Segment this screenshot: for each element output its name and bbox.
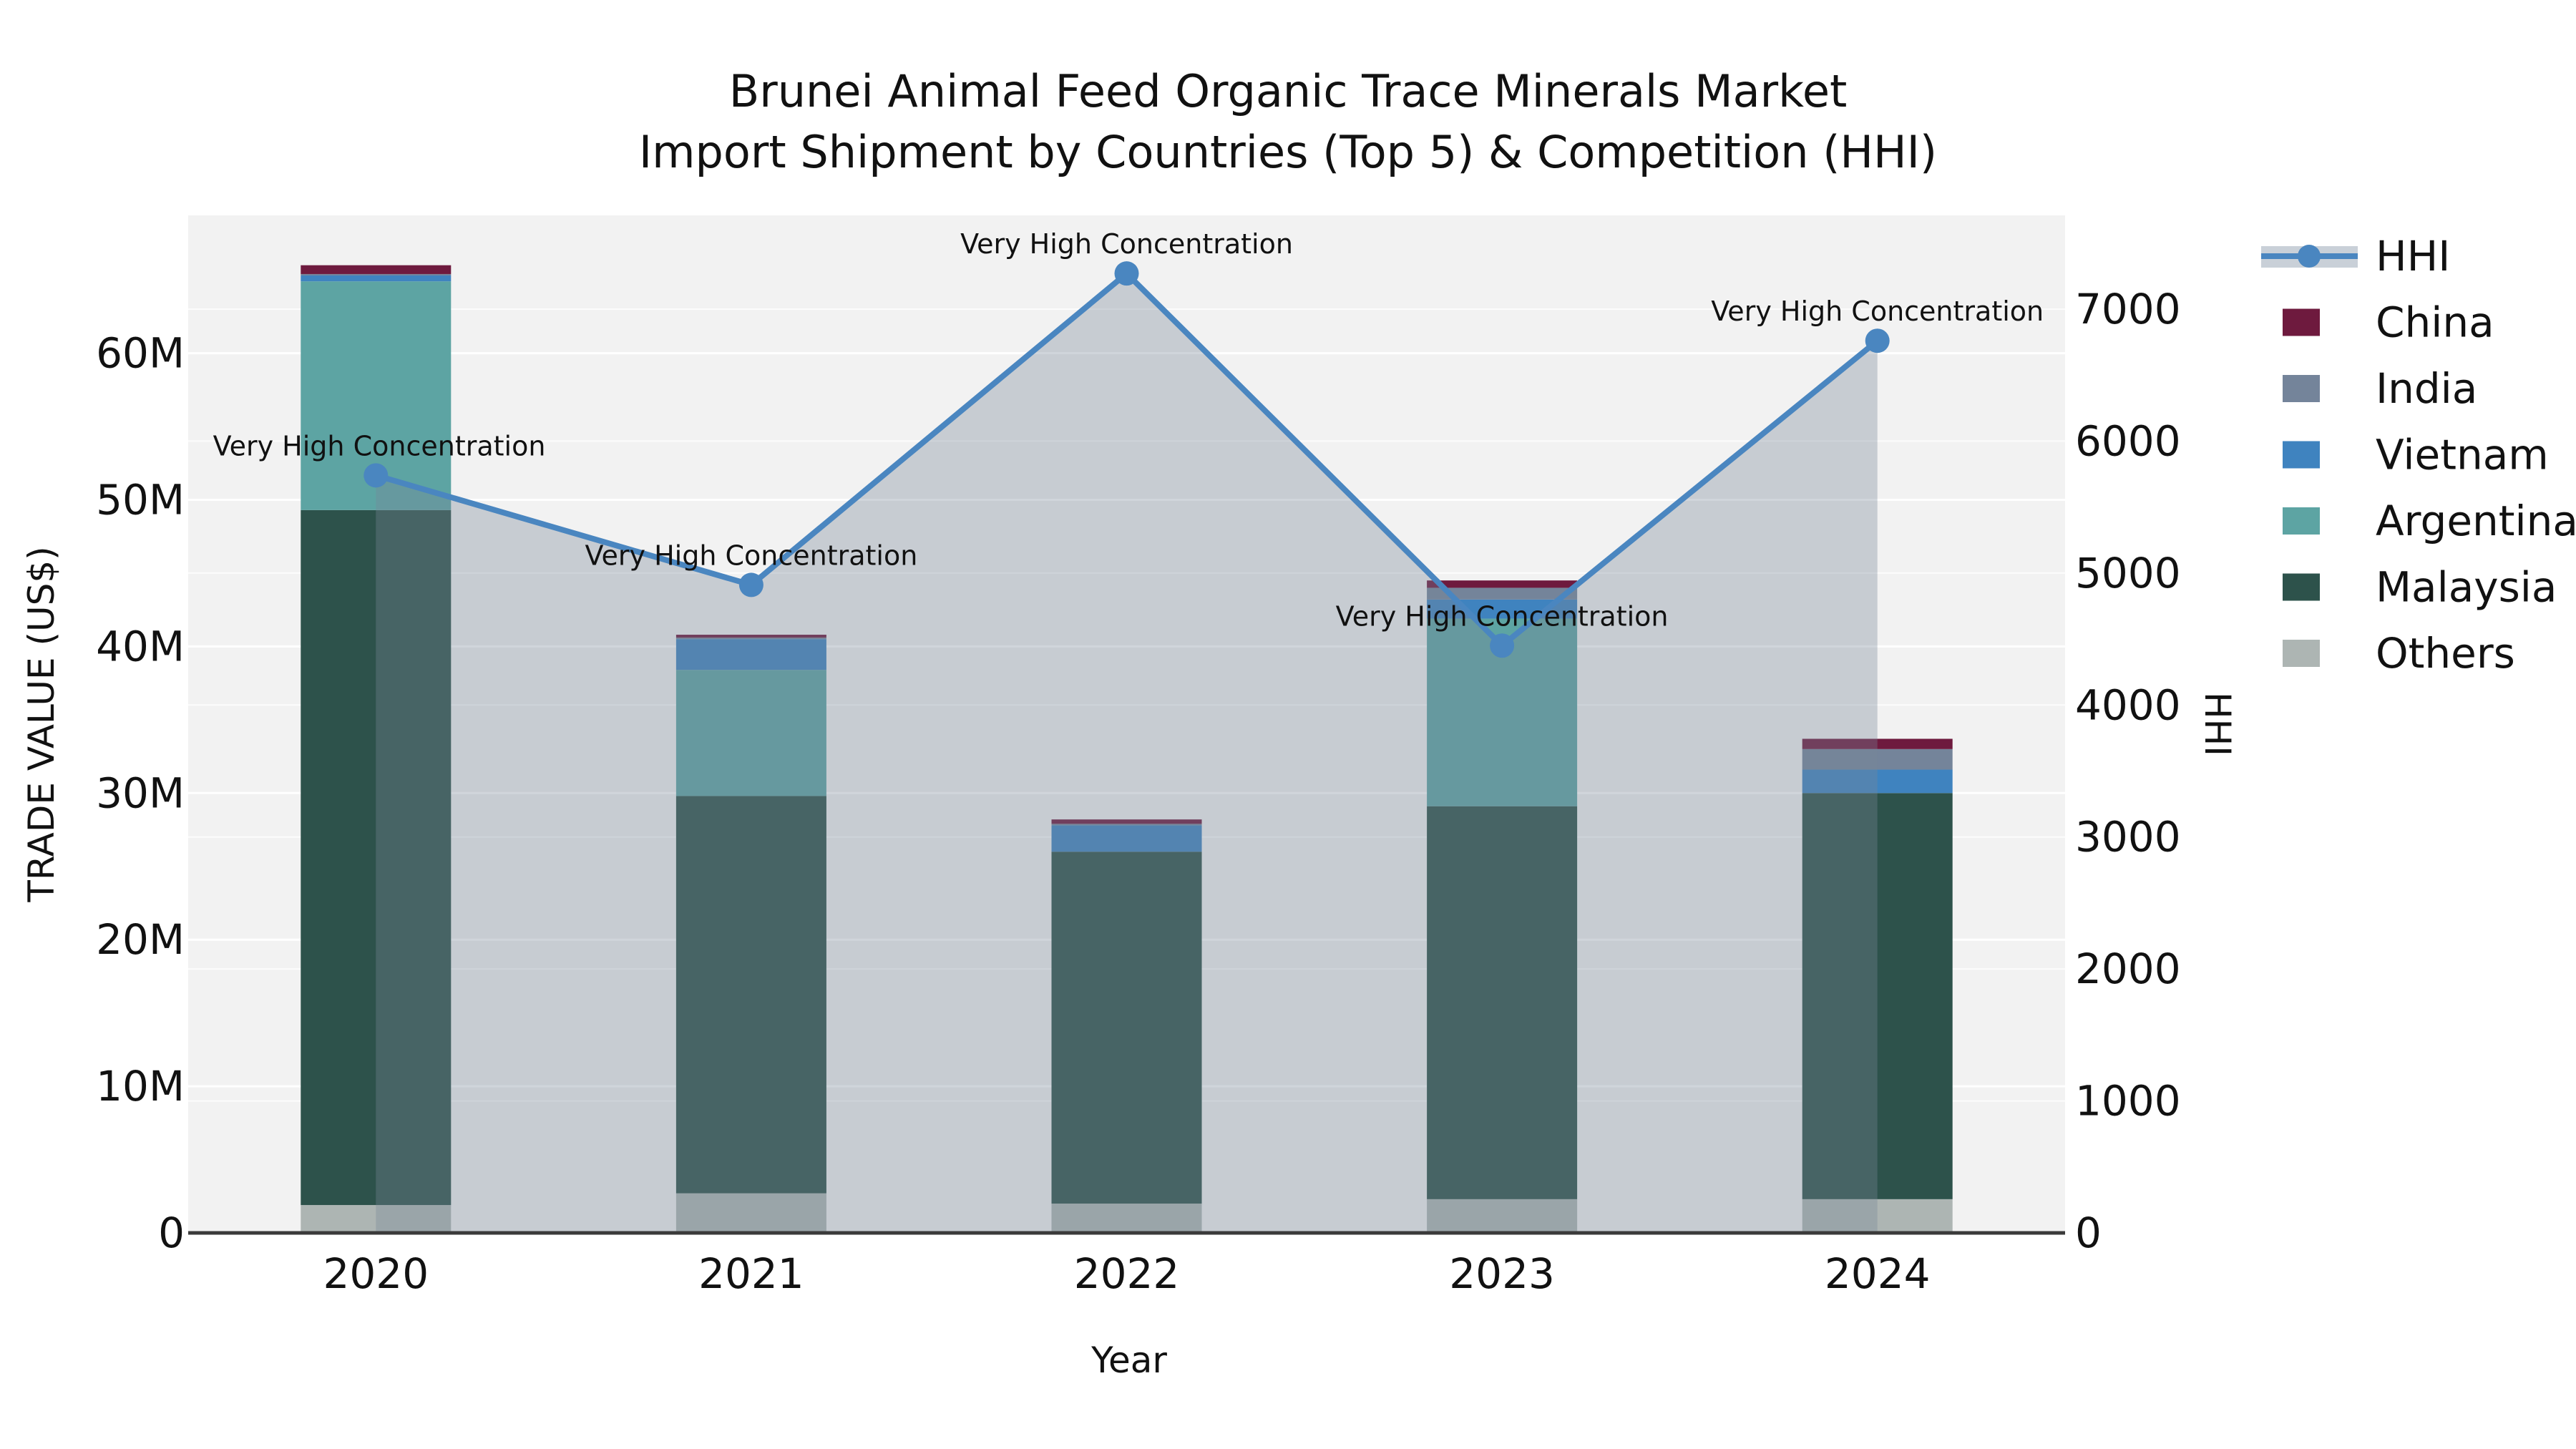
- bar-segment-others: [301, 1205, 452, 1233]
- bar-segment-china: [1427, 580, 1578, 588]
- bar-segment-vietnam: [1051, 825, 1202, 852]
- tick-labels: 0 10M 20M 30M 40M 50M 60M 0 1000 2000 3000 4000 5000…: [96, 285, 2180, 1298]
- bar-segment-india: [1802, 748, 1953, 770]
- annotation-2021: Very High Concentration: [585, 540, 917, 571]
- annotations: Very High Concentration Very High Concent…: [213, 228, 2044, 632]
- legend-swatch-malaysia: [2283, 573, 2320, 601]
- hhi-marker-2022: [1114, 261, 1139, 286]
- bar-segment-china: [301, 265, 452, 274]
- bar-segment-malaysia: [1051, 852, 1202, 1204]
- x-tick-2022: 2022: [1074, 1249, 1180, 1298]
- bar-segment-china: [675, 635, 826, 638]
- bar-segment-malaysia: [1802, 793, 1953, 1199]
- x-axis-title: Year: [1091, 1340, 1167, 1381]
- y-right-tick-6000: 6000: [2075, 416, 2181, 465]
- legend-swatch-argentina: [2283, 507, 2320, 535]
- legend-swatch-china: [2283, 308, 2320, 336]
- bar-2020: [301, 265, 452, 1233]
- hhi-marker-2021: [738, 572, 763, 597]
- bar-segment-china: [1051, 819, 1202, 824]
- legend-item-argentina: Argentina: [2283, 497, 2576, 545]
- legend-item-india: India: [2283, 364, 2477, 413]
- legend-swatch-vietnam: [2283, 441, 2320, 469]
- legend-swatch-others: [2283, 640, 2320, 667]
- annotation-2023: Very High Concentration: [1336, 600, 1669, 632]
- legend-label-argentina: Argentina: [2376, 497, 2576, 545]
- y-left-tick-60M: 60M: [96, 329, 185, 378]
- x-tick-2021: 2021: [698, 1249, 804, 1298]
- x-tick-2024: 2024: [1825, 1249, 1931, 1298]
- stacked-bars: [301, 265, 1953, 1233]
- hhi-line-layer: [364, 261, 1890, 1234]
- bar-segment-india: [1427, 587, 1578, 600]
- y-right-tick-3000: 3000: [2075, 813, 2181, 862]
- y-right-tick-1000: 1000: [2075, 1077, 2181, 1126]
- hhi-marker-2020: [364, 463, 389, 488]
- y-right-tick-5000: 5000: [2075, 549, 2181, 597]
- bar-2024: [1802, 738, 1953, 1233]
- bar-2021: [675, 635, 826, 1233]
- bar-segment-vietnam: [1802, 769, 1953, 794]
- legend-item-china: China: [2283, 298, 2494, 347]
- legend-label-vietnam: Vietnam: [2376, 431, 2549, 479]
- legend-label-malaysia: Malaysia: [2376, 563, 2557, 612]
- hhi-area-fill: [376, 273, 1878, 1234]
- hhi-marker-2024: [1865, 328, 1890, 353]
- y-left-tick-20M: 20M: [96, 915, 185, 964]
- bar-segment-others: [1802, 1199, 1953, 1233]
- bar-segment-malaysia: [675, 796, 826, 1194]
- bar-segment-india: [1051, 824, 1202, 826]
- y-right-tick-0: 0: [2075, 1209, 2102, 1257]
- bar-2023: [1427, 580, 1578, 1233]
- bar-segment-india: [675, 638, 826, 640]
- annotation-2024: Very High Concentration: [1711, 296, 2044, 327]
- legend: HHI China India Vietnam Argentina Malaysia Oth…: [2261, 232, 2576, 678]
- y-right-tick-7000: 7000: [2075, 285, 2181, 333]
- bar-segment-others: [675, 1193, 826, 1233]
- legend-label-others: Others: [2376, 629, 2515, 678]
- y-axis-right-title: HHI: [2197, 692, 2238, 756]
- y-left-tick-0: 0: [158, 1209, 185, 1257]
- legend-label-india: India: [2376, 364, 2477, 413]
- legend-label-hhi: HHI: [2376, 232, 2450, 280]
- bar-segment-china: [1802, 738, 1953, 749]
- chart-title-line2: Import Shipment by Countries (Top 5) & C…: [639, 126, 1937, 178]
- bar-segment-india: [301, 273, 452, 276]
- legend-item-vietnam: Vietnam: [2283, 431, 2549, 479]
- y-right-tick-4000: 4000: [2075, 680, 2181, 729]
- bar-2022: [1051, 819, 1202, 1233]
- y-left-tick-50M: 50M: [96, 476, 185, 525]
- legend-label-china: China: [2376, 298, 2494, 347]
- bar-segment-vietnam: [675, 639, 826, 670]
- legend-item-malaysia: Malaysia: [2283, 563, 2557, 612]
- legend-swatch-india: [2283, 375, 2320, 402]
- chart-title-line1: Brunei Animal Feed Organic Trace Mineral…: [729, 65, 1848, 117]
- y-right-tick-2000: 2000: [2075, 945, 2181, 993]
- legend-hhi-marker: [2298, 245, 2321, 268]
- y-axis-left-title: TRADE VALUE (US$): [21, 546, 62, 902]
- bar-segment-vietnam: [301, 275, 452, 282]
- bar-segment-others: [1051, 1204, 1202, 1233]
- y-left-tick-40M: 40M: [96, 622, 185, 670]
- legend-item-hhi: HHI: [2261, 232, 2450, 280]
- bar-segment-malaysia: [1427, 806, 1578, 1199]
- y-left-tick-30M: 30M: [96, 769, 185, 817]
- bar-segment-argentina: [675, 670, 826, 796]
- bar-segment-malaysia: [301, 509, 452, 1206]
- annotation-2022: Very High Concentration: [960, 228, 1293, 260]
- annotation-2020: Very High Concentration: [213, 430, 546, 462]
- legend-item-others: Others: [2283, 629, 2515, 678]
- x-tick-2023: 2023: [1449, 1249, 1555, 1298]
- bar-segment-others: [1427, 1199, 1578, 1233]
- y-left-tick-10M: 10M: [96, 1062, 185, 1111]
- hhi-marker-2023: [1490, 633, 1515, 658]
- x-tick-2020: 2020: [323, 1249, 429, 1298]
